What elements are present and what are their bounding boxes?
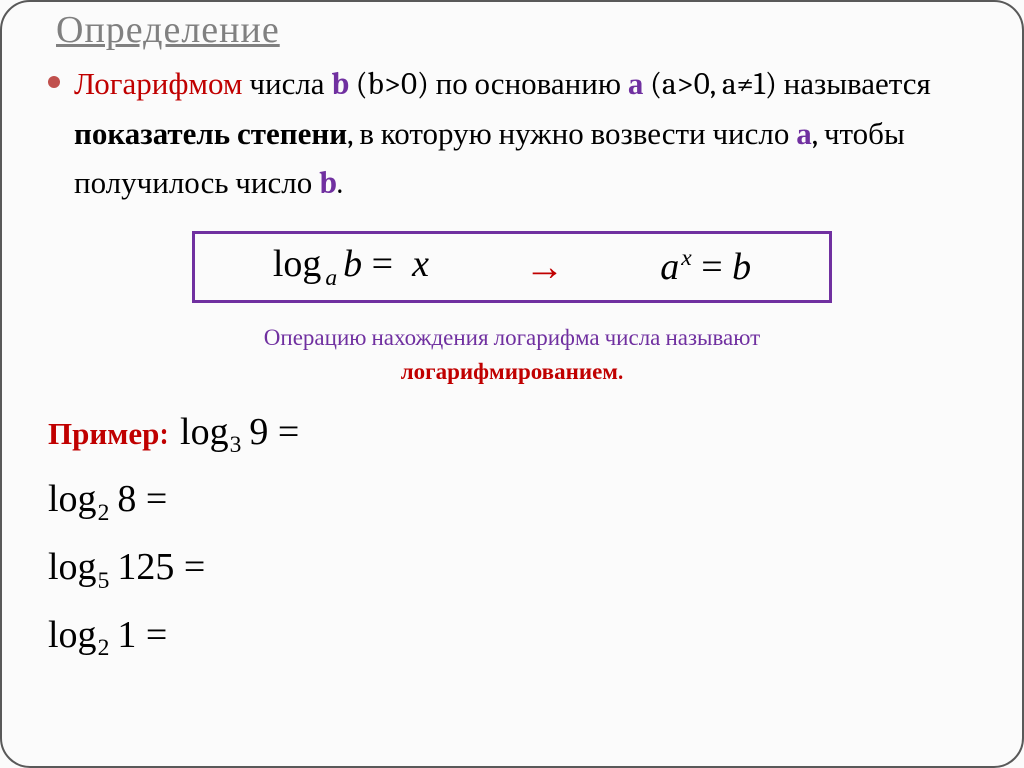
- formula-rhs: ax = b: [660, 245, 751, 289]
- def-var-b: b: [331, 66, 349, 102]
- example-row: Пример: log39 =: [48, 410, 982, 460]
- def-word-logarithm: Логарифмом: [74, 66, 243, 102]
- note-block: Операцию нахождения логарифма числа назы…: [42, 321, 982, 390]
- log-expr: log5125 =: [48, 545, 205, 595]
- examples-block: Пример: log39 = log28 = log5125 = log21 …: [42, 410, 982, 662]
- log-expr: log28 =: [48, 477, 167, 527]
- bullet-icon: [48, 76, 60, 88]
- note-line1: Операцию нахождения логарифма числа назы…: [42, 321, 982, 356]
- slide-frame: Определение Логарифмом числа b (b>0) по …: [0, 0, 1024, 768]
- slide-title: Определение: [56, 8, 982, 52]
- definition-text: Логарифмом числа b (b>0) по основанию а …: [74, 60, 982, 209]
- arrow-icon: →: [525, 243, 565, 290]
- log-expr: log21 =: [48, 613, 167, 663]
- example-row: log28 =: [48, 477, 982, 527]
- def-var-a: а: [628, 66, 644, 102]
- example-row: log21 =: [48, 613, 982, 663]
- def-word-exponent: показатель степени: [74, 116, 347, 152]
- formula-box: logab = x → ax = b: [192, 231, 832, 303]
- note-line2: логарифмированием.: [42, 355, 982, 390]
- example-row: log5125 =: [48, 545, 982, 595]
- formula-lhs: logab = x: [273, 242, 429, 292]
- definition-block: Логарифмом числа b (b>0) по основанию а …: [48, 60, 982, 219]
- log-expr: log39 =: [180, 410, 299, 460]
- example-label: Пример:: [48, 416, 168, 452]
